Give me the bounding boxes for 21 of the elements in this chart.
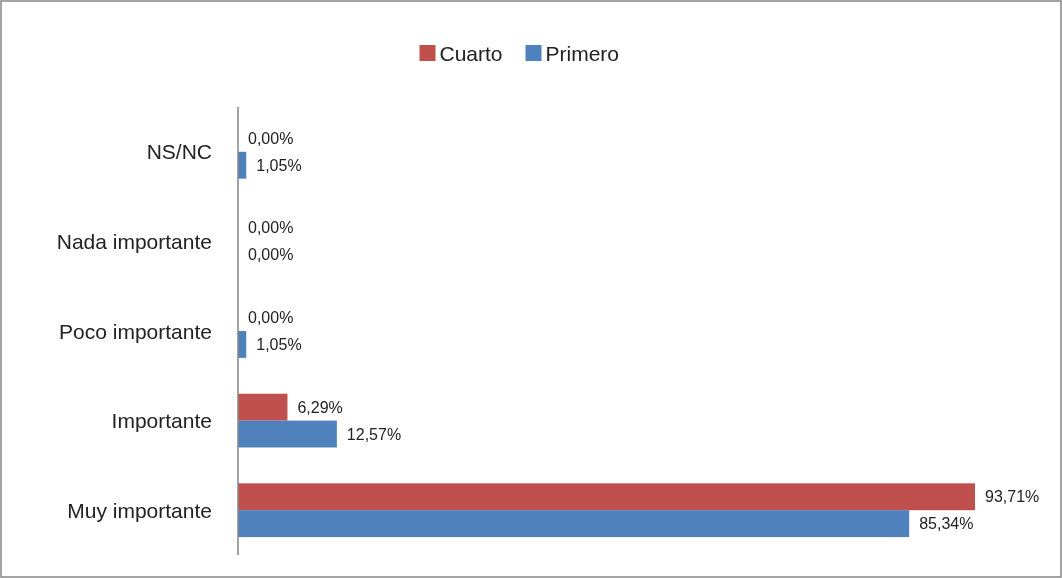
bar [238, 420, 337, 448]
legend-label: Cuarto [439, 41, 503, 65]
y-tick-label: Importante [111, 409, 212, 433]
data-label: 0,00% [248, 129, 294, 147]
bar [238, 393, 288, 421]
y-tick-label: Muy importante [67, 498, 212, 522]
y-tick-label: Nada importante [56, 229, 212, 253]
data-label: 12,57% [346, 425, 402, 443]
y-tick-label: NS/NC [146, 140, 212, 164]
legend-label: Primero [545, 41, 620, 65]
data-label: 6,29% [297, 398, 343, 416]
data-label: 1,05% [256, 335, 302, 353]
bar [238, 483, 975, 511]
data-label: 0,00% [248, 309, 294, 327]
data-label: 85,34% [919, 515, 974, 533]
data-label: 93,71% [985, 488, 1040, 506]
data-label: 0,00% [248, 219, 294, 237]
data-label: 0,00% [248, 246, 294, 264]
bar [238, 510, 910, 538]
y-tick-label: Poco importante [59, 319, 212, 343]
data-label: 1,05% [256, 156, 302, 174]
